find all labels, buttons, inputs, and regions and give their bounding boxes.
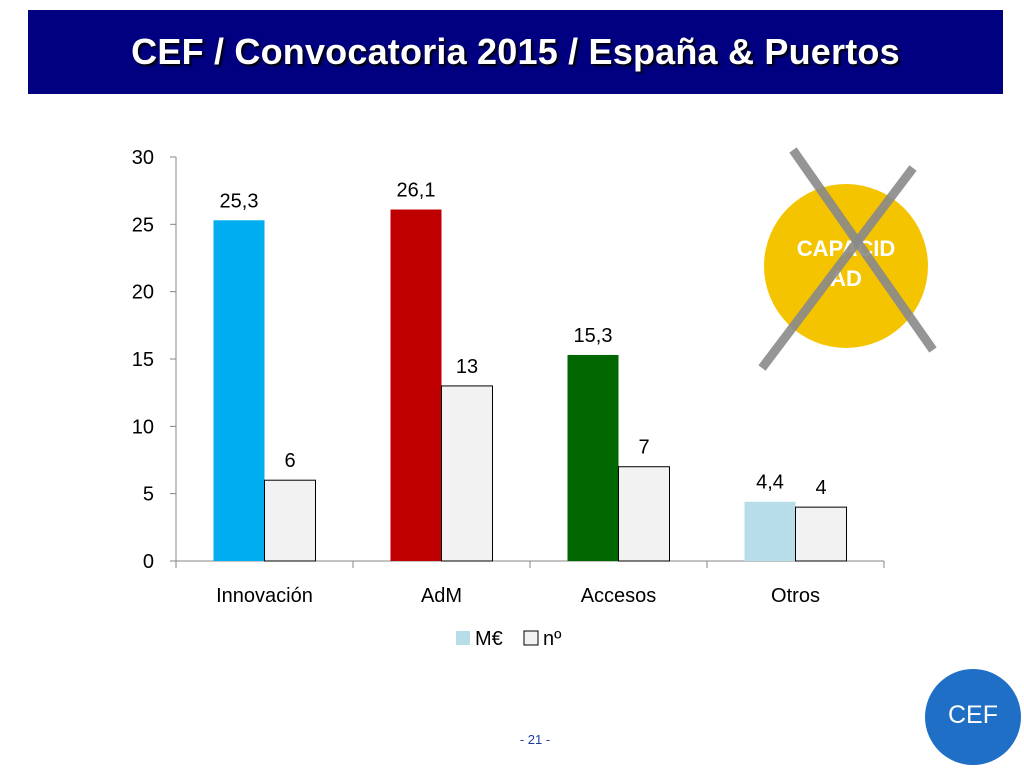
data-label: 4: [815, 477, 826, 499]
title-bar: CEF / Convocatoria 2015 / España & Puert…: [28, 10, 1003, 94]
y-tick-label: 5: [143, 484, 154, 506]
data-label: 4,4: [756, 472, 784, 494]
y-tick-label: 15: [132, 349, 154, 371]
bar-count: [618, 466, 670, 562]
cef-logo-text: CEF: [948, 701, 998, 729]
y-tick-label: 20: [132, 282, 154, 304]
badge-label: CAPACID AD: [764, 234, 928, 294]
data-label: 15,3: [574, 325, 613, 347]
cef-logo: CEF: [925, 669, 1021, 765]
y-tick-label: 25: [132, 214, 154, 236]
page-number: - 21 -: [519, 732, 551, 747]
bar-meur: [567, 354, 619, 561]
slide-title: CEF / Convocatoria 2015 / España & Puert…: [131, 31, 900, 72]
x-tick-label: Accesos: [581, 585, 657, 607]
x-tick-label: AdM: [421, 585, 462, 607]
bar-count: [441, 385, 493, 562]
legend-label-meur: M€: [475, 628, 503, 650]
data-label: 13: [456, 356, 478, 378]
bar-meur: [213, 220, 265, 561]
data-label: 25,3: [220, 190, 259, 212]
legend-label-count: nº: [543, 628, 562, 650]
capacidad-badge: CAPACID AD: [764, 184, 928, 348]
data-label: 7: [638, 437, 649, 459]
data-label: 6: [284, 450, 295, 472]
y-tick-label: 30: [132, 147, 154, 169]
x-tick-label: Otros: [771, 585, 820, 607]
data-label: 26,1: [397, 180, 436, 202]
x-tick-label: Innovación: [216, 585, 313, 607]
legend-swatch-count: [523, 630, 539, 646]
legend-swatch-meur: [456, 631, 470, 645]
bar-count: [795, 506, 847, 562]
bar-meur: [744, 501, 796, 561]
y-tick-label: 10: [132, 416, 154, 438]
bar-meur: [390, 209, 442, 561]
y-tick-label: 0: [143, 551, 154, 573]
bar-count: [264, 479, 316, 562]
